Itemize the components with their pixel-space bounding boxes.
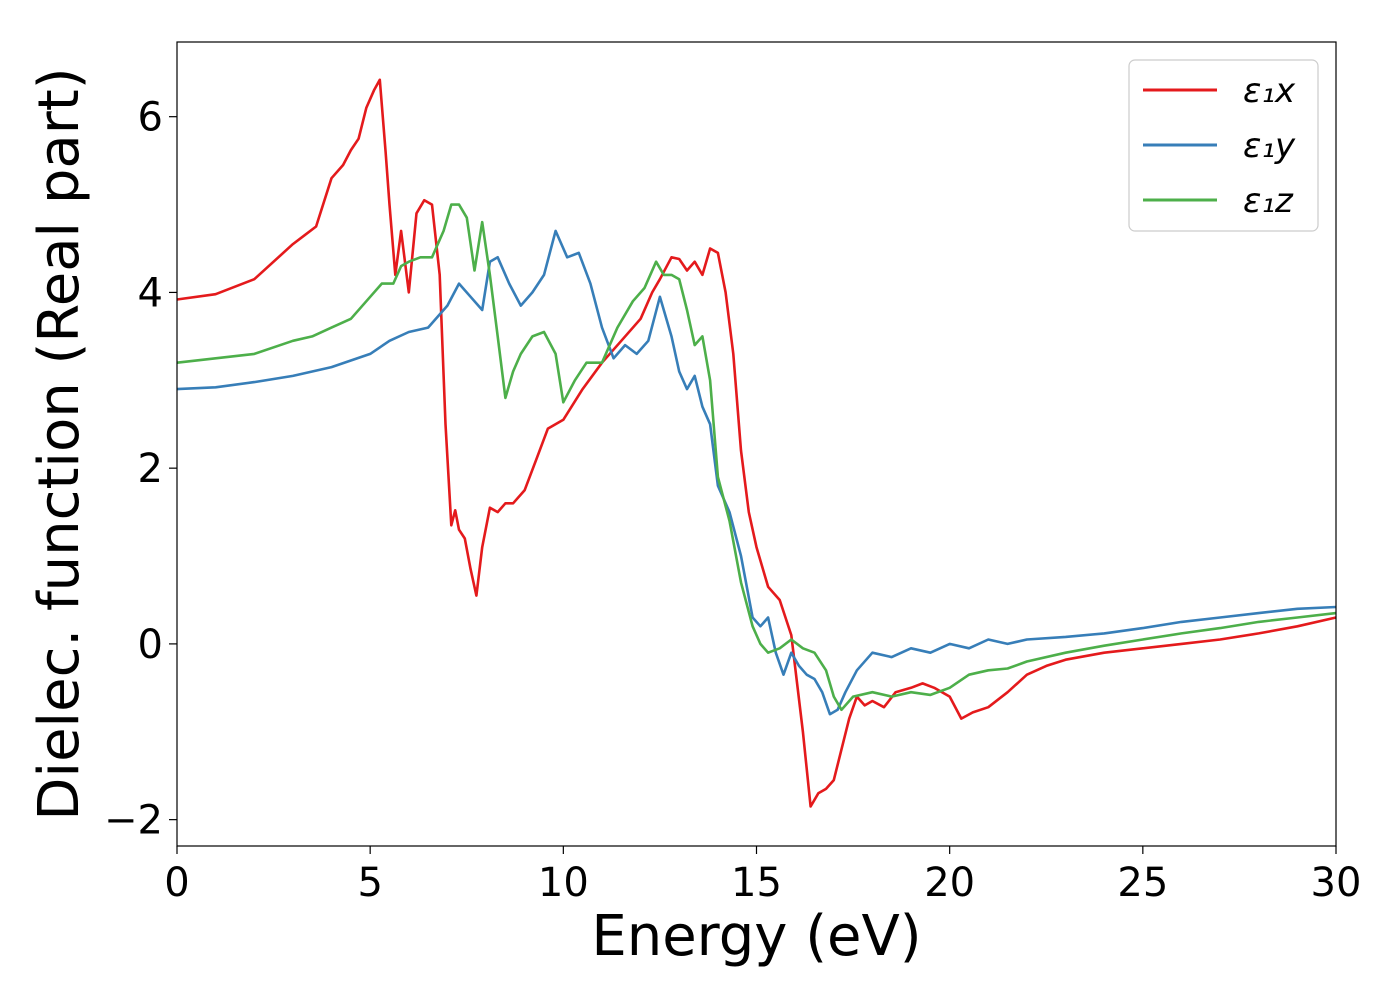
x-tick-label: 15	[731, 860, 782, 906]
y-tick-label: 0	[138, 622, 163, 668]
x-tick-label: 20	[924, 860, 975, 906]
legend-box	[1128, 59, 1319, 232]
x-tick-label: 0	[164, 860, 189, 906]
x-tick-label: 5	[357, 860, 382, 906]
y-tick-label: 2	[138, 446, 163, 492]
series-layer	[176, 78, 1337, 808]
y-tick-label: 6	[138, 95, 163, 141]
x-axis-label: Energy (eV)	[591, 904, 921, 969]
series-line-1	[176, 229, 1337, 716]
legend-label-1: ε₁y	[1243, 126, 1296, 166]
x-tick-label: 25	[1117, 860, 1168, 906]
x-tick-label: 10	[538, 860, 589, 906]
y-axis-ticks: −2 0 2 4 6	[104, 95, 177, 844]
x-tick-label: 30	[1311, 860, 1362, 906]
legend: ε₁x ε₁y ε₁z	[1128, 59, 1319, 232]
y-tick-label: −2	[104, 798, 163, 844]
series-line-2	[176, 203, 1337, 712]
y-tick-label: 4	[138, 270, 163, 316]
legend-label-2: ε₁z	[1243, 181, 1294, 221]
y-axis-label: Dielec. function (Real part)	[27, 67, 92, 820]
legend-label-0: ε₁x	[1243, 71, 1296, 111]
x-axis-ticks: 0 5 10 15 20 25 30	[164, 846, 1361, 906]
